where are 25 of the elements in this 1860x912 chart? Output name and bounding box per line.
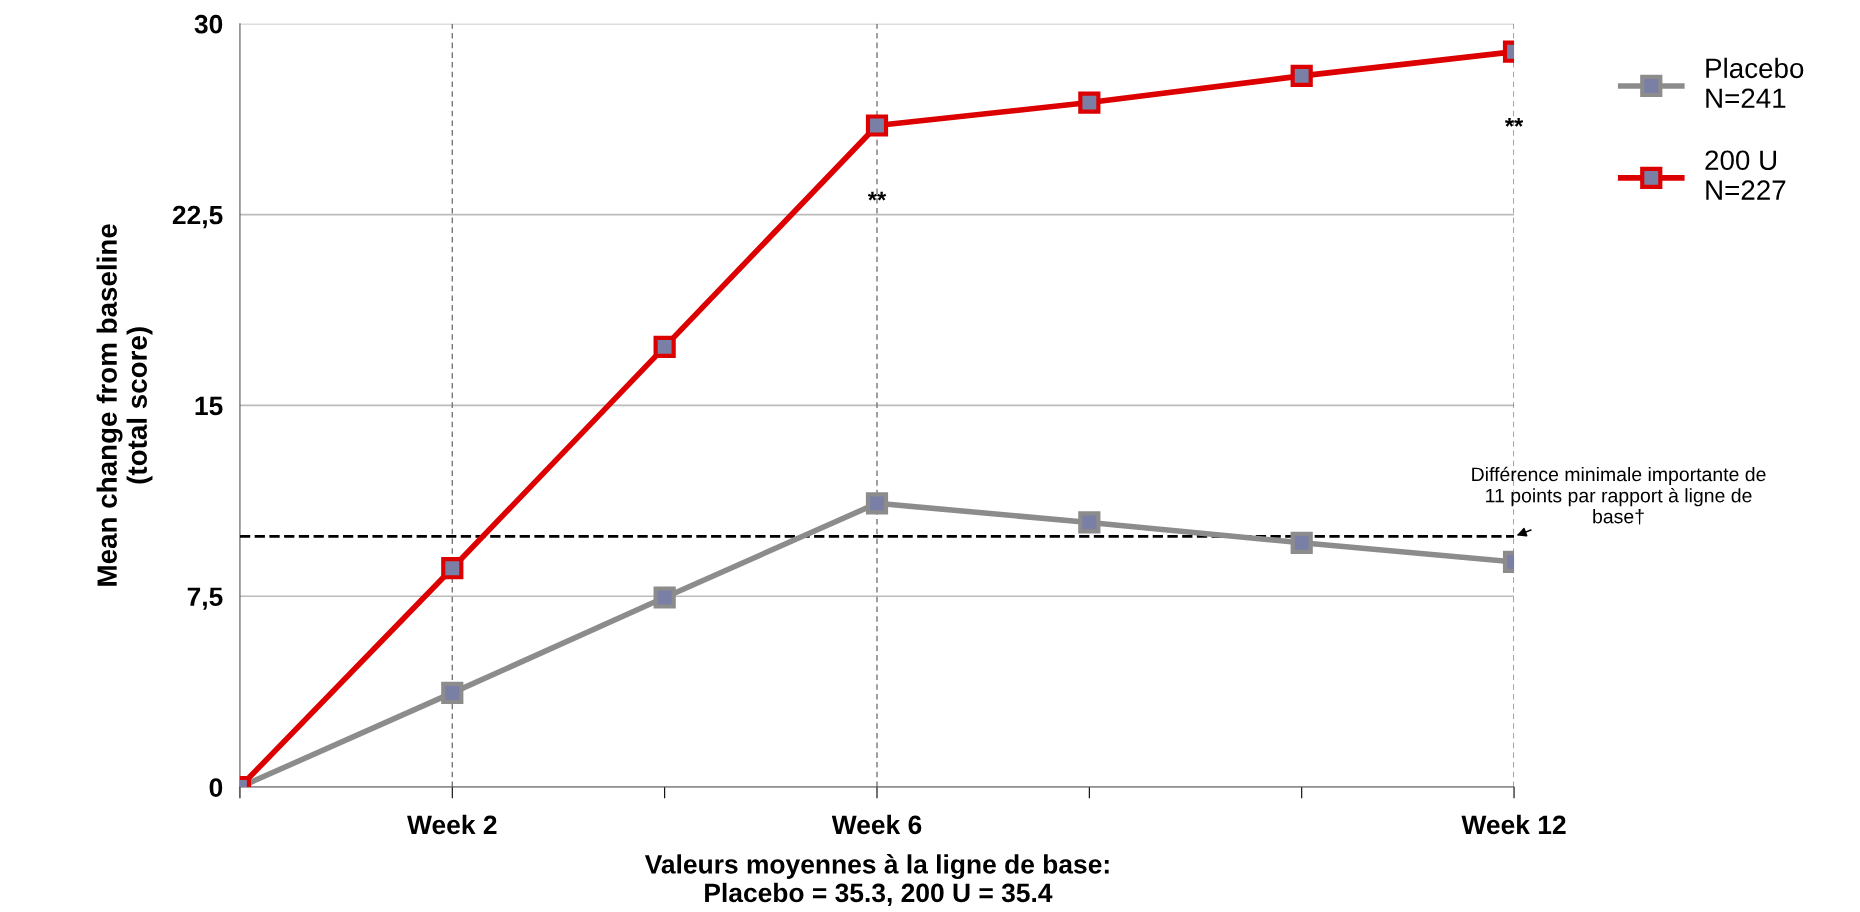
point	[653, 335, 676, 358]
point	[1078, 91, 1101, 114]
legend-label: Placebo N=241	[1706, 57, 1804, 108]
point	[865, 492, 889, 515]
x-tick-label: Week 12	[1461, 814, 1566, 835]
point	[441, 681, 464, 705]
point	[1290, 531, 1313, 554]
y-tick-label: 7,5	[187, 587, 223, 610]
point	[1078, 511, 1101, 534]
annotation: Différence minimale importante de 11 points par rapport à ligne de base†	[1472, 466, 1766, 525]
y-tick-label: 22,5	[172, 205, 223, 229]
y-tick-label: 15	[195, 396, 223, 416]
legend-label: 200 U N=227	[1705, 150, 1786, 200]
x-tick-label: Week 2	[407, 814, 497, 835]
point	[865, 114, 889, 137]
y-tick-label: 0	[209, 778, 223, 797]
point	[1290, 64, 1313, 87]
y-tick-label: 30	[194, 14, 223, 34]
text: Valeurs moyennes à la ligne de base: Placebo = 35.3, 200 U = 35.4	[644, 854, 1109, 907]
y-axis-title: Mean change from baseline (total score)	[96, 224, 153, 586]
point	[441, 557, 464, 580]
x-tick-label: Week 6	[831, 814, 922, 835]
annotation: **	[867, 191, 887, 201]
annotation: **	[1504, 117, 1524, 127]
point	[653, 586, 676, 609]
